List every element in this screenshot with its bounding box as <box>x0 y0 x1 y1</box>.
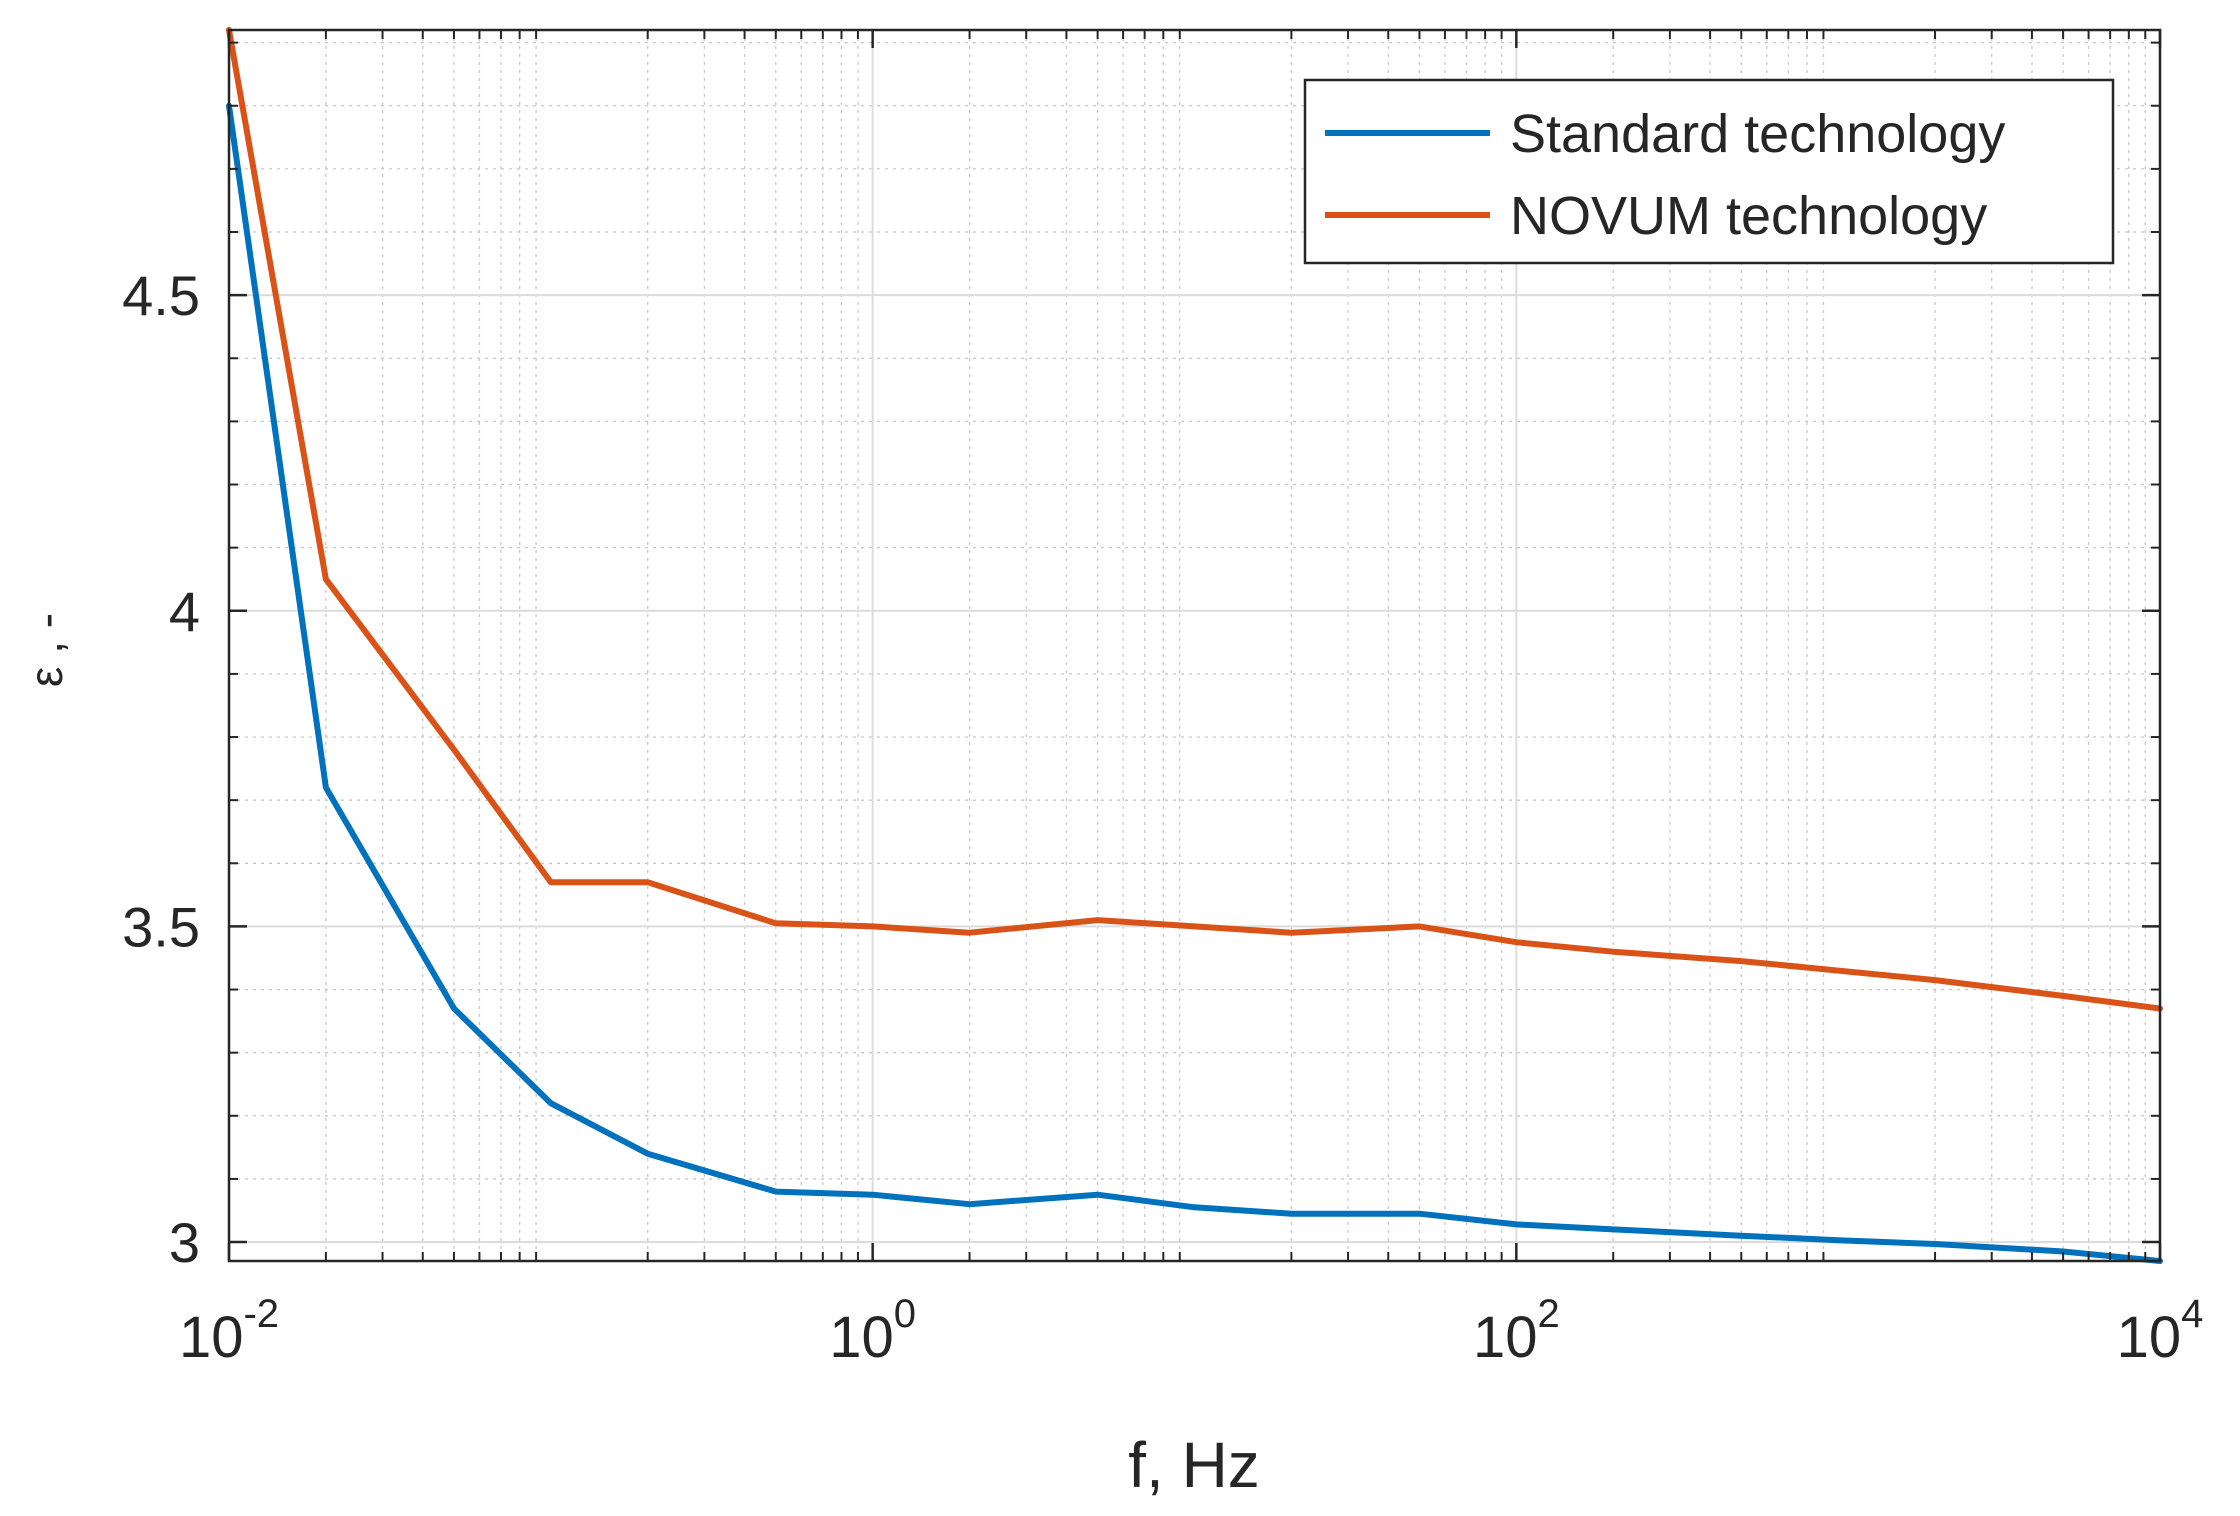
x-axis-label: f, Hz <box>1128 1429 1260 1501</box>
legend-box <box>1303 78 2115 265</box>
y-tick-labels: 3 3.5 4 4.5 <box>122 264 200 1274</box>
y-axis-label: ε , - <box>20 613 72 687</box>
axes-frame <box>227 28 2162 1263</box>
x-tick-exponent: 2 <box>1537 1292 1559 1336</box>
x-tick-exponent: 0 <box>894 1292 916 1336</box>
legend: Standard technology NOVUM technology <box>1303 78 2115 265</box>
y-tick-label: 3 <box>169 1211 200 1274</box>
x-tick-label: 104 <box>2117 1292 2204 1370</box>
x-tick-label: 102 <box>1473 1292 1560 1370</box>
legend-label-novum: NOVUM technology <box>1510 186 1987 246</box>
x-tick-exponent: -2 <box>243 1292 279 1336</box>
x-tick-base: 10 <box>179 1305 244 1370</box>
y-tick-label: 3.5 <box>122 895 200 958</box>
series-line-standard <box>226 102 2163 1264</box>
legend-label-standard: Standard technology <box>1510 104 2005 164</box>
tick-marks <box>227 30 2162 1261</box>
x-tick-label: 100 <box>829 1292 916 1370</box>
y-tick-label: 4 <box>169 580 200 643</box>
x-tick-base: 10 <box>829 1305 894 1370</box>
y-tick-label: 4.5 <box>122 264 200 327</box>
x-tick-exponent: 4 <box>2181 1292 2203 1336</box>
series-line-novum <box>226 27 2163 1012</box>
x-tick-base: 10 <box>1473 1305 1538 1370</box>
series-layer <box>226 27 2163 1264</box>
x-tick-labels: 10-2 100 102 104 <box>179 1292 2203 1370</box>
x-tick-label: 10-2 <box>179 1292 279 1370</box>
x-tick-base: 10 <box>2117 1305 2182 1370</box>
